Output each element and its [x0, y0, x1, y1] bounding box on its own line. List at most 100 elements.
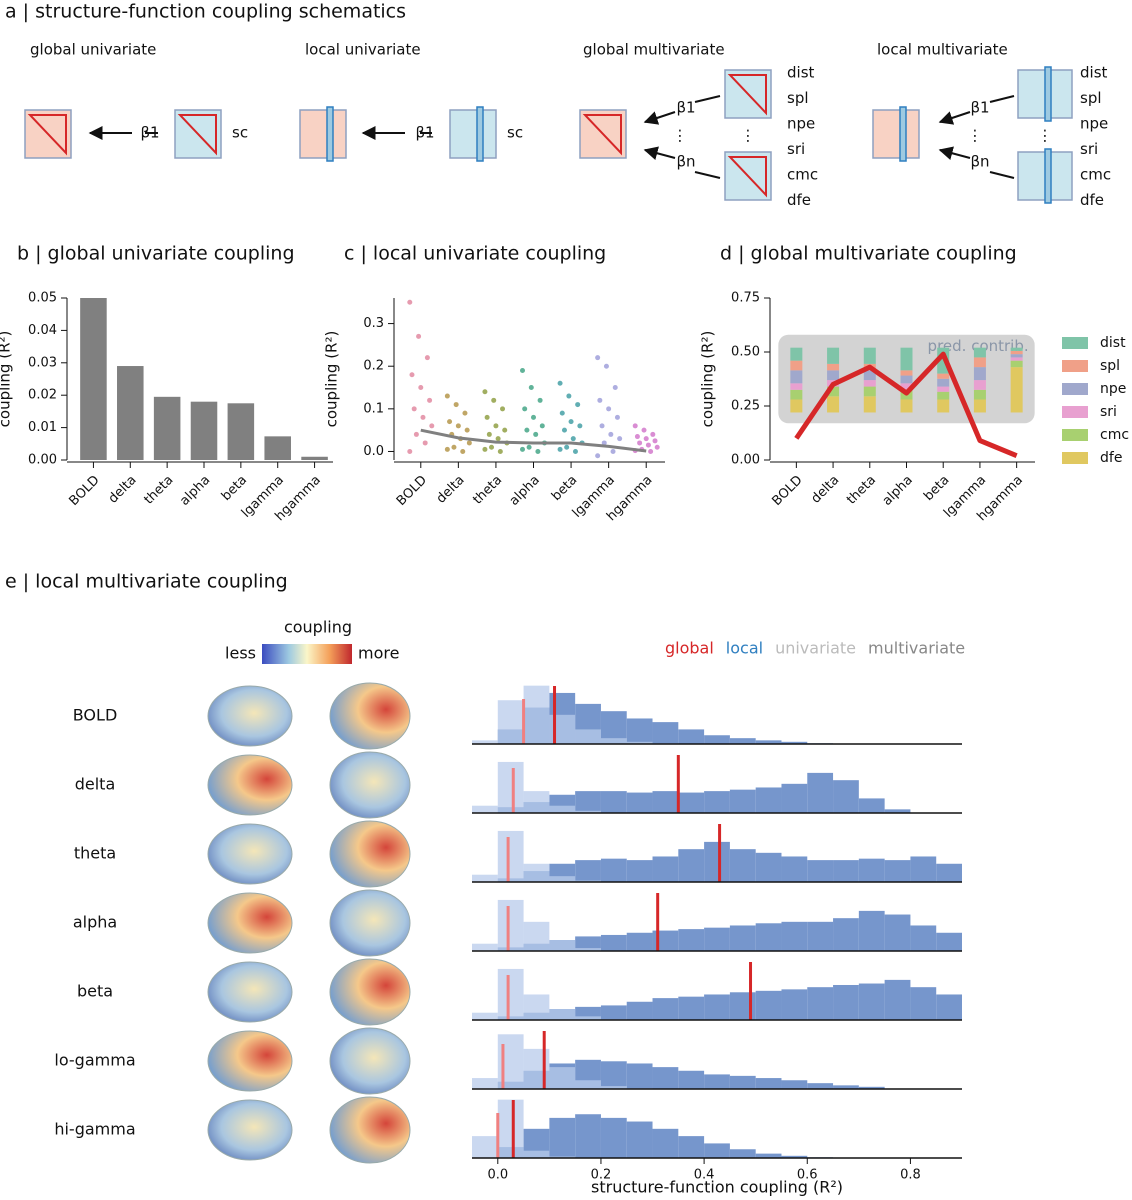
point	[648, 448, 654, 454]
x-tick-label: BOLD	[394, 473, 430, 509]
point	[495, 436, 501, 442]
uni-bar	[523, 994, 550, 1020]
multi-bar	[807, 1083, 834, 1089]
brain-map	[207, 823, 293, 885]
point	[524, 427, 530, 433]
chart-title: c | local univariate coupling	[344, 243, 606, 265]
legend-swatch	[1062, 337, 1088, 349]
contrib-segment	[790, 389, 803, 400]
point	[632, 423, 638, 429]
point	[526, 444, 532, 450]
point	[464, 427, 470, 433]
point	[500, 406, 506, 412]
point	[617, 436, 623, 442]
multi-bar	[626, 1063, 653, 1089]
legend-label: cmc	[1100, 427, 1129, 443]
y-axis-label: coupling (R²)	[323, 331, 341, 428]
multi-bar	[833, 860, 859, 882]
point	[407, 299, 413, 305]
multi-bar	[833, 1085, 859, 1089]
point	[595, 453, 601, 459]
contrib-segment	[827, 347, 840, 364]
point	[447, 419, 453, 425]
point	[418, 385, 424, 391]
multi-bar	[755, 990, 782, 1020]
contrib-segment	[937, 386, 950, 392]
legend-swatch	[1062, 360, 1088, 372]
point	[444, 446, 450, 452]
chart-title: e | local multivariate coupling	[5, 571, 288, 593]
multi-bar	[600, 1117, 627, 1158]
multi-bar	[678, 1136, 705, 1158]
uni-bar	[472, 1136, 498, 1158]
point	[427, 397, 433, 403]
x-tick-label: alpha	[177, 473, 213, 509]
multi-bar	[781, 783, 808, 813]
uni-bar	[523, 863, 550, 882]
point	[561, 427, 567, 433]
x-tick-label: 0.2	[591, 1168, 612, 1183]
point	[577, 423, 583, 429]
beta-label: β1	[140, 124, 159, 142]
uni-bar	[575, 810, 601, 813]
multi-bar	[626, 860, 653, 882]
point	[497, 448, 503, 454]
x-tick-label: delta	[106, 473, 140, 507]
multi-bar	[936, 863, 962, 882]
multi-bar	[936, 932, 962, 951]
brain-map	[329, 751, 411, 819]
uni-bar	[497, 830, 524, 882]
x-tick-label: 0.4	[694, 1168, 715, 1183]
multi-bar	[600, 934, 627, 951]
multi-bar	[833, 984, 859, 1020]
point	[420, 414, 426, 420]
point	[535, 448, 541, 454]
predictor-label: npe	[787, 115, 815, 133]
y-tick-label: 0.3	[363, 316, 384, 331]
multi-bar	[936, 994, 962, 1020]
multi-bar	[704, 735, 730, 744]
x-tick-label: delta	[434, 473, 468, 507]
point	[575, 402, 581, 408]
predictor-label: spl	[787, 89, 809, 107]
row-label: beta	[77, 982, 113, 1001]
multi-bar	[807, 772, 834, 813]
multi-bar	[652, 998, 679, 1020]
scheme-label: local multivariate	[877, 41, 1008, 59]
y-tick-label: 0.1	[363, 401, 384, 416]
contrib-segment	[827, 396, 840, 413]
uni-bar	[549, 1009, 576, 1020]
contrib-segment	[863, 386, 876, 397]
contrib-segment	[937, 399, 950, 413]
point	[413, 431, 419, 437]
x-axis-label: structure-function coupling (R²)	[591, 1178, 843, 1197]
multi-bar	[755, 1153, 782, 1158]
multi-bar	[575, 936, 601, 951]
point	[566, 393, 572, 399]
predictor-label: dfe	[787, 191, 811, 209]
point	[614, 414, 620, 420]
y-tick-label: 0.05	[28, 291, 57, 306]
multi-bar	[755, 787, 782, 813]
colorbar	[262, 644, 352, 664]
x-tick-label: 0.8	[900, 1168, 921, 1183]
bar	[190, 401, 218, 460]
contrib-segment	[937, 378, 950, 387]
multi-bar	[807, 921, 834, 951]
multi-bar	[652, 1128, 679, 1158]
legend-label: multivariate	[868, 639, 965, 658]
bar	[80, 298, 107, 460]
uni-bar	[549, 876, 576, 882]
multi-bar	[626, 718, 653, 744]
brain-map	[329, 820, 411, 888]
multi-bar	[575, 860, 601, 882]
y-tick-label: 0.02	[28, 388, 57, 403]
dots: ⋮	[968, 127, 983, 145]
contrib-segment	[827, 370, 840, 381]
uni-bar	[549, 1067, 576, 1089]
multi-bar	[600, 1061, 627, 1089]
point	[557, 380, 563, 386]
beta-label: βn	[676, 153, 695, 171]
multi-bar	[807, 987, 834, 1020]
multi-bar	[678, 729, 705, 744]
